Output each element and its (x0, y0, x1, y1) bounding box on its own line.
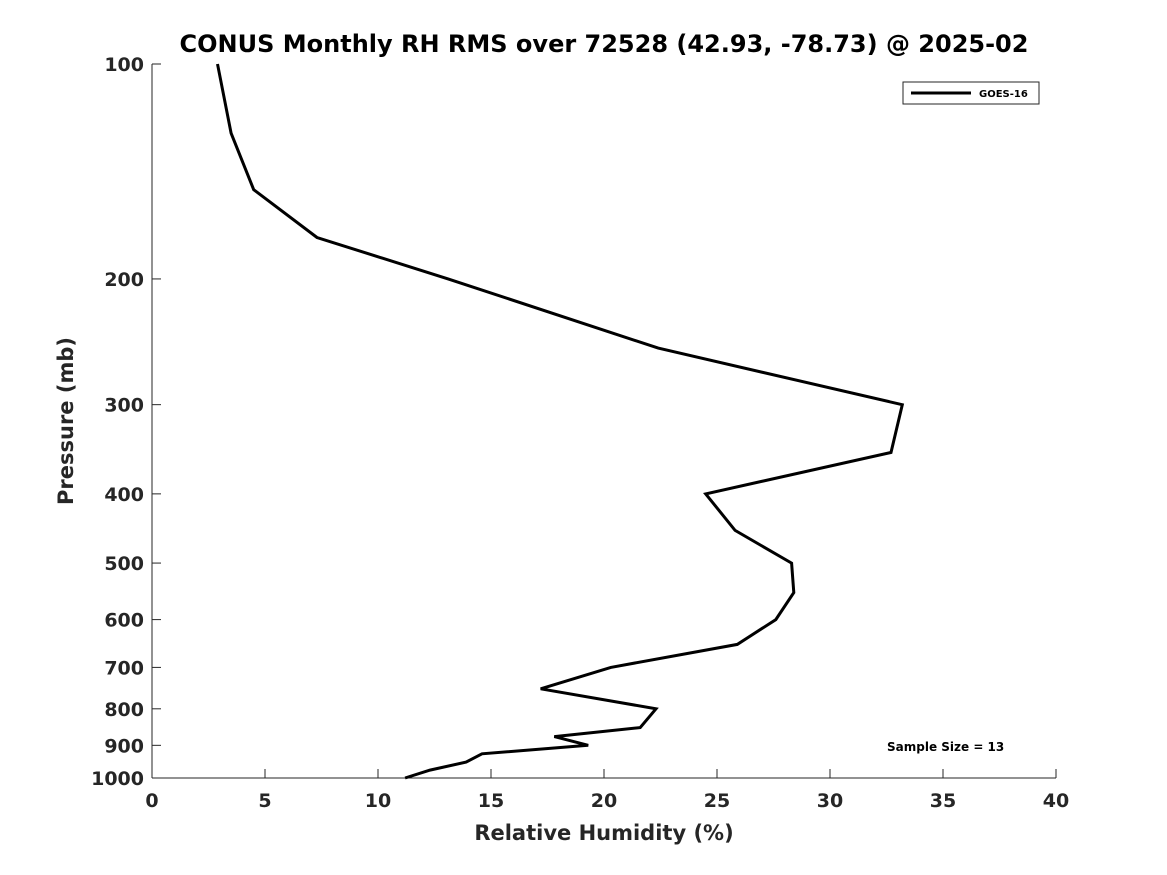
x-axis-label: Relative Humidity (%) (474, 821, 733, 845)
x-tick-label: 25 (704, 790, 730, 812)
y-tick-label: 200 (104, 269, 144, 291)
y-tick-label: 1000 (91, 768, 144, 790)
y-tick-label: 400 (104, 484, 144, 506)
series-line-goes-16 (216, 63, 905, 780)
x-tick-label: 5 (258, 790, 271, 812)
y-tick-label: 800 (104, 699, 144, 721)
legend: GOES-16 (902, 81, 1040, 105)
x-tick-label: 40 (1043, 790, 1069, 812)
y-axis-label: Pressure (mb) (54, 337, 78, 505)
y-tick-label: 700 (104, 657, 144, 679)
y-axis-ticks: 100 200 300 400 500 600 700 800 900 1000 (91, 54, 161, 790)
x-tick-label: 10 (365, 790, 391, 812)
legend-entry-goes-16: GOES-16 (979, 89, 1028, 100)
y-tick-label: 300 (104, 395, 144, 417)
y-tick-label: 500 (104, 553, 144, 575)
y-tick-label: 900 (104, 735, 144, 757)
x-axis-ticks: 0 5 10 15 20 25 30 35 40 (145, 769, 1069, 812)
x-tick-label: 20 (591, 790, 617, 812)
sample-size-annotation: Sample Size = 13 (887, 740, 1004, 754)
y-tick-label: 600 (104, 610, 144, 632)
y-tick-label: 100 (104, 54, 144, 76)
x-tick-label: 15 (478, 790, 504, 812)
x-tick-label: 0 (145, 790, 158, 812)
chart-title: CONUS Monthly RH RMS over 72528 (42.93, … (180, 30, 1029, 58)
x-tick-label: 35 (930, 790, 956, 812)
x-tick-label: 30 (817, 790, 843, 812)
